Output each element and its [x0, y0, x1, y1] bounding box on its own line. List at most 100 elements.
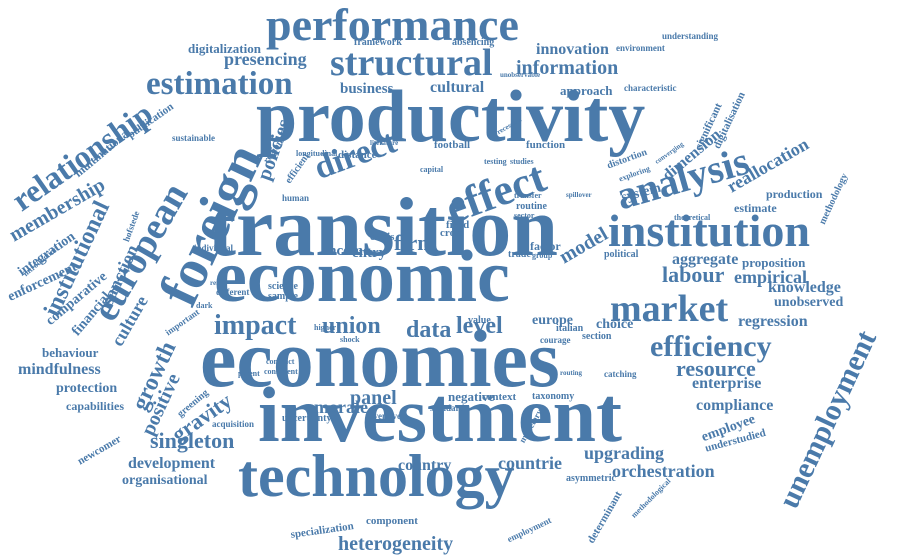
word: studies	[510, 157, 534, 166]
word: political	[604, 249, 639, 260]
word: estimation	[146, 66, 293, 102]
word: group	[532, 251, 553, 260]
word: transfer	[514, 191, 542, 200]
word: production	[766, 187, 823, 201]
word: determinant	[585, 489, 625, 546]
word: capital	[420, 165, 444, 174]
word: institution	[608, 205, 810, 256]
word: choice	[596, 317, 634, 332]
word: level	[456, 313, 503, 339]
word: structural	[330, 42, 493, 84]
word: sector	[514, 211, 535, 220]
word: theoretical	[674, 213, 711, 222]
word: development	[128, 455, 216, 472]
word: union	[322, 313, 381, 339]
word: football	[434, 139, 471, 151]
word: catching	[604, 369, 637, 379]
word: standard	[430, 403, 465, 413]
word: country	[398, 457, 452, 474]
word: crisis	[370, 231, 395, 243]
word: longitudinal	[296, 149, 338, 158]
word: fixed	[446, 219, 470, 231]
word: negative	[448, 389, 495, 404]
word: routing	[560, 369, 583, 377]
word: newcomer	[75, 433, 124, 468]
word: routine	[516, 201, 547, 212]
word: environment	[616, 43, 665, 53]
word: cultural	[430, 79, 485, 96]
word: information	[516, 57, 619, 79]
word: countrie	[498, 453, 562, 473]
word: model	[555, 223, 612, 269]
word: aggregate	[672, 251, 739, 268]
word: employment	[505, 515, 553, 545]
word: technology	[238, 443, 515, 509]
word: different	[216, 287, 250, 297]
word: singleton	[150, 428, 235, 453]
word: function	[526, 139, 566, 151]
word: shock	[340, 335, 360, 344]
word: methodology	[817, 171, 851, 227]
word: asymmetric	[566, 473, 616, 484]
word: behaviour	[42, 345, 99, 360]
word: labour	[662, 262, 725, 287]
word: unemployment	[772, 325, 884, 514]
word: framework	[354, 37, 402, 48]
word: investment	[258, 371, 622, 458]
word: courage	[540, 335, 571, 345]
word: presencing	[224, 49, 307, 69]
word: efficiency	[650, 330, 772, 363]
word: distance	[338, 149, 377, 161]
word: income	[324, 243, 370, 259]
word: component	[366, 515, 418, 527]
word: consistent	[264, 367, 298, 376]
word: capabilities	[66, 399, 125, 413]
word: acquisition	[212, 419, 255, 429]
word: business	[340, 81, 394, 97]
word: testing	[484, 157, 507, 166]
word: context	[482, 391, 517, 403]
word: regression	[738, 313, 808, 330]
word: performance	[266, 0, 519, 50]
word: empirical	[734, 267, 807, 287]
word: individual	[194, 243, 234, 253]
word: spillover	[566, 191, 592, 199]
word: cross	[440, 227, 464, 239]
word: enterprise	[692, 375, 762, 392]
word: entry	[352, 245, 387, 261]
word: characteristic	[624, 83, 677, 93]
word: productivity	[256, 76, 646, 158]
word: innovation	[536, 41, 609, 58]
word: firm	[394, 230, 436, 255]
word: contract	[266, 357, 295, 366]
word: knowledge	[768, 279, 841, 296]
word: uncertainty	[282, 413, 332, 424]
word: unobserved	[774, 295, 844, 310]
word: europe	[532, 313, 573, 328]
word: mindfulness	[18, 361, 101, 378]
word: absencing	[452, 37, 495, 48]
word: higher	[314, 323, 337, 332]
word: sustainable	[172, 133, 216, 143]
word: italian	[556, 323, 584, 334]
word: rent	[210, 279, 223, 287]
word: sample	[268, 291, 298, 302]
word: patent	[238, 369, 260, 378]
word: protection	[56, 381, 118, 396]
word: heterogeneity	[338, 533, 454, 555]
word: proposition	[742, 255, 806, 270]
word: unobservable	[500, 71, 541, 79]
word: important	[163, 306, 202, 338]
word: section	[582, 331, 612, 342]
word: literature	[370, 139, 399, 147]
word: compliance	[696, 397, 774, 414]
word: approach	[560, 83, 613, 98]
word: orchestration	[612, 461, 715, 481]
word: value	[468, 315, 491, 326]
word: data	[406, 317, 452, 343]
word: taxonomy	[532, 391, 575, 402]
word: impact	[214, 310, 297, 341]
word: trade	[508, 249, 531, 260]
word: inventive	[366, 411, 401, 421]
